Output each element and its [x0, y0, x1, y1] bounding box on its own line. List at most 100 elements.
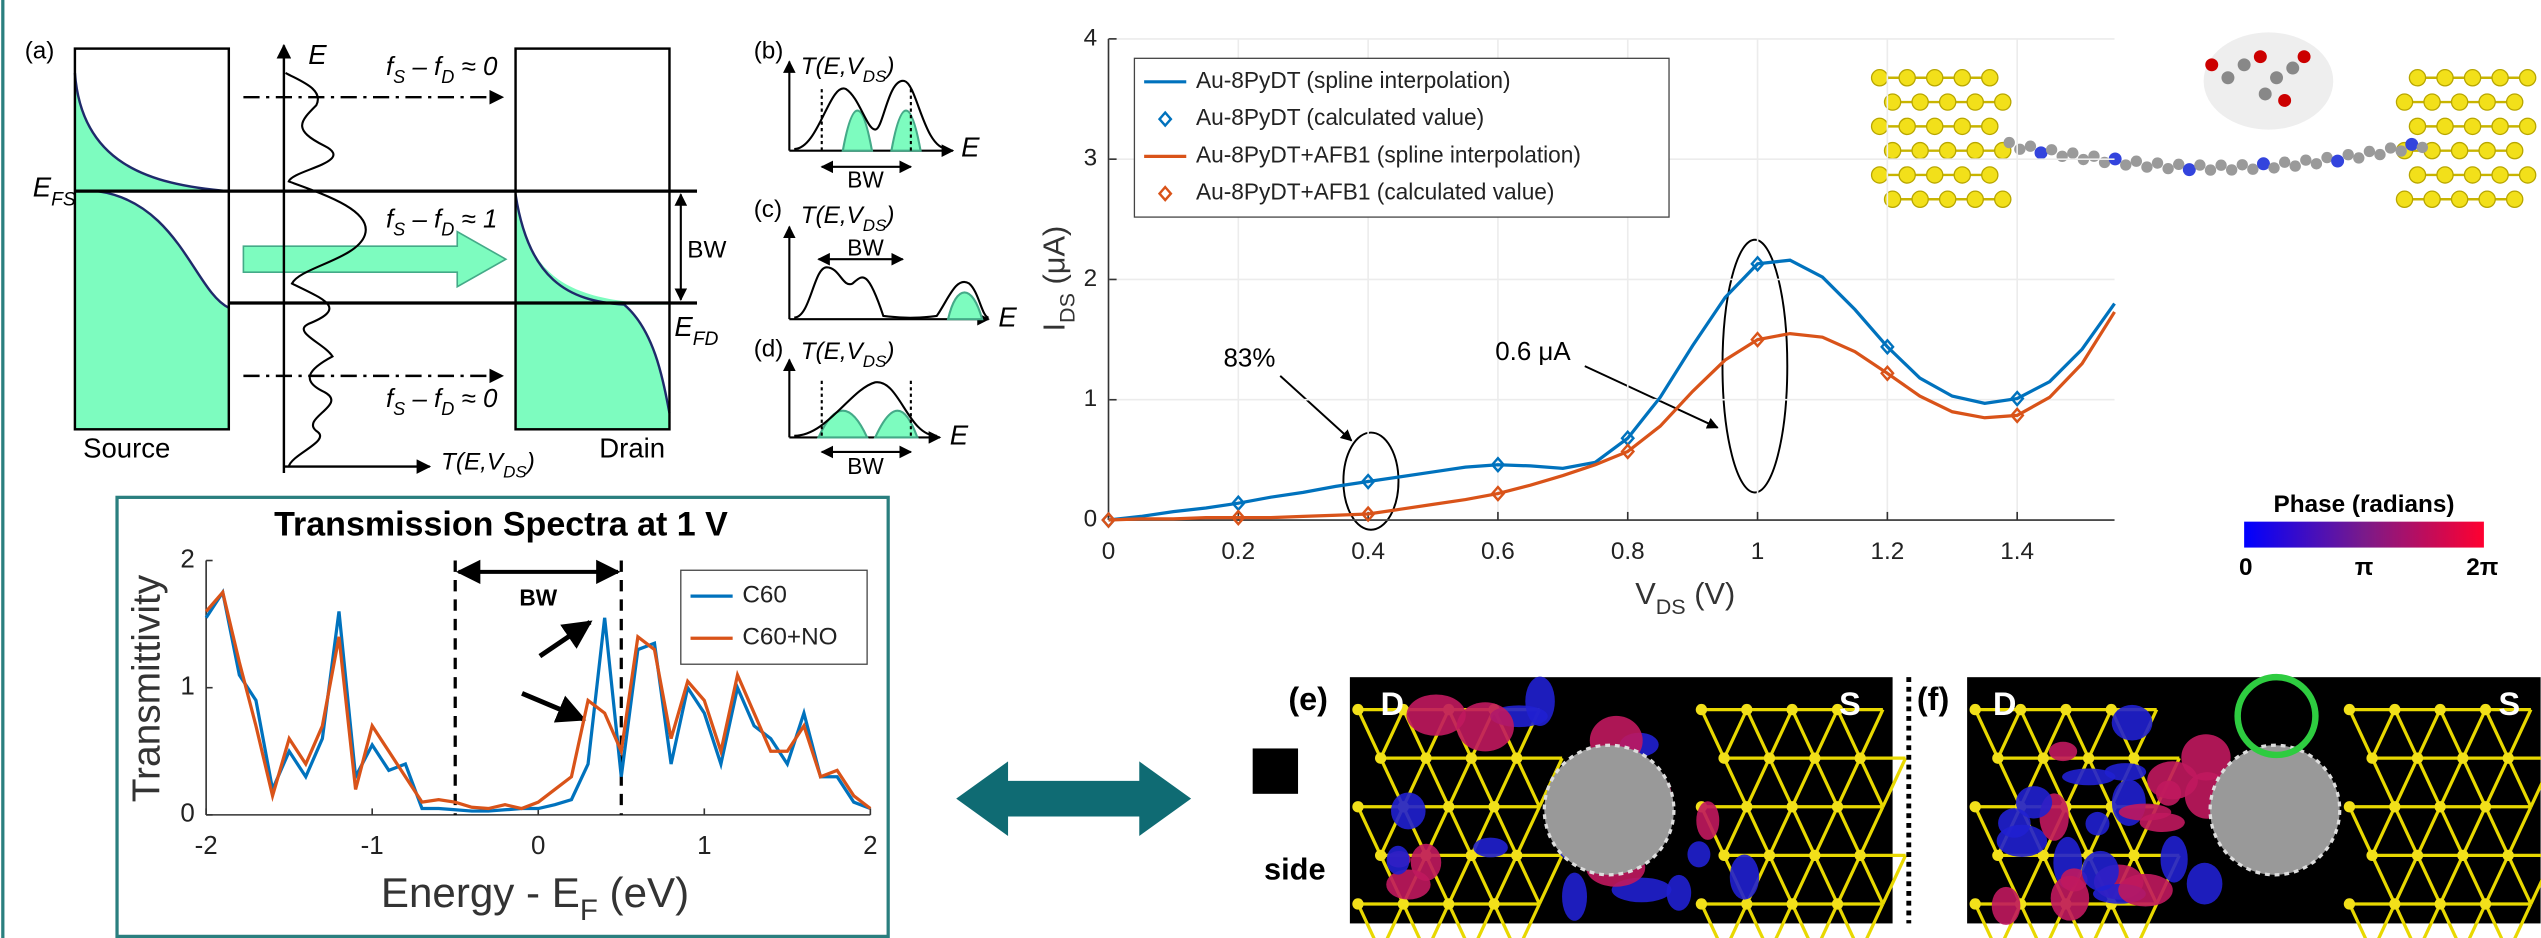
lat-atom [2457, 849, 2469, 862]
lat-atom [1969, 898, 1981, 910]
lat-atom [2479, 801, 2492, 813]
lat-atom [2479, 703, 2492, 716]
isosurface [1729, 854, 1760, 900]
lat [2064, 708, 2091, 759]
axis-label: E [308, 39, 327, 70]
gold-atom [2491, 117, 2509, 136]
electrode-label: D [1381, 686, 1404, 722]
y-tick-label: 2 [180, 545, 194, 573]
lat [1768, 854, 1794, 905]
isosurface [1666, 874, 1692, 911]
lat-atom [1718, 849, 1730, 862]
lat [1768, 708, 1794, 759]
lat-atom [1854, 849, 1866, 862]
pointer [538, 620, 593, 659]
lat [2513, 903, 2533, 938]
data-point [1750, 331, 1765, 348]
lat-atom [1443, 801, 1455, 813]
lat-atom [2082, 752, 2095, 764]
gold-atom [1953, 166, 1972, 184]
chain-atom [2204, 164, 2217, 176]
lat [2416, 708, 2442, 759]
lat [1790, 854, 1817, 905]
afb1-atom [2278, 93, 2292, 107]
x-axis-label-part: (eV) [598, 869, 689, 916]
x-axis-label: Energy - EF (eV) [381, 869, 689, 927]
lat [1790, 708, 1817, 759]
axis-label: E [961, 131, 980, 162]
occupation-label-part: D [441, 399, 454, 419]
isosurface [2015, 786, 2053, 819]
y-axis-label-part: DS [1055, 293, 1079, 323]
lat [1836, 757, 1862, 808]
lat [2019, 708, 2045, 759]
lat [1819, 903, 1839, 938]
isosurface [1998, 808, 2031, 838]
isosurface [1696, 801, 1720, 840]
gold-atom [2408, 69, 2427, 87]
afb1-atom [2286, 61, 2300, 75]
lat [1745, 757, 1771, 808]
gold-atom [1981, 166, 1999, 184]
lat [1424, 757, 1451, 808]
lat-atom [1992, 849, 2004, 862]
lat [1447, 806, 1473, 857]
occupation-label-part: f [386, 53, 396, 81]
chain-atom [2173, 158, 2185, 171]
lat [1515, 854, 1541, 905]
occupation-label-part: S [393, 67, 405, 87]
lat-atom [1352, 898, 1364, 910]
lat [2438, 757, 2465, 808]
lat-atom [1374, 752, 1387, 764]
lat [1858, 854, 1885, 905]
lat [1973, 806, 2000, 857]
gold-atom [1911, 93, 1929, 111]
isosurface-images [1252, 673, 2541, 938]
gold-atom [1925, 166, 1944, 184]
gold-atom [2478, 93, 2496, 111]
lat-atom [2411, 849, 2424, 862]
occupation-label-part: S [393, 219, 405, 239]
gold-atom [1981, 117, 1999, 136]
lat-atom [2502, 752, 2514, 764]
isosurface [2085, 811, 2110, 836]
spectra-frame [115, 495, 890, 938]
electrode-label: D [1993, 686, 2016, 722]
lat-atom [1969, 801, 1981, 813]
lat-atom [2389, 898, 2401, 910]
chain-atom [2384, 142, 2397, 154]
gold-atom [2408, 166, 2427, 184]
panel-label: (f) [1917, 681, 1949, 717]
lat-atom [1854, 752, 1866, 764]
gold-atom [1966, 93, 1984, 111]
data-point [1880, 338, 1895, 356]
lat-atom [2434, 801, 2446, 813]
isosurface [2050, 875, 2090, 921]
gold-atom [1883, 93, 1902, 111]
lat [2393, 708, 2419, 759]
gold-atom [2478, 141, 2496, 160]
gold-atom [1870, 166, 1889, 184]
gold-atom [2463, 69, 2482, 87]
lat [1476, 903, 1496, 938]
chain-atom [2182, 163, 2196, 177]
gold-atom [1898, 69, 1916, 87]
lat [2529, 781, 2541, 808]
chain-atom [2374, 148, 2386, 161]
lat [1836, 708, 1862, 759]
lat [2506, 757, 2533, 808]
lat-atom [1352, 703, 1364, 716]
axis-label: E [998, 301, 1017, 332]
gold-atom [1870, 117, 1889, 136]
lat-atom [1695, 703, 1708, 716]
isosurface [2104, 763, 2147, 781]
lat [1521, 903, 1541, 938]
legend-box [680, 569, 868, 665]
data-point [1360, 473, 1376, 490]
lat-atom [2037, 752, 2049, 764]
gold-atom [2518, 166, 2537, 184]
gold-atom [2450, 141, 2469, 160]
axis-label-part: ) [524, 449, 535, 476]
lat [1356, 903, 1376, 938]
